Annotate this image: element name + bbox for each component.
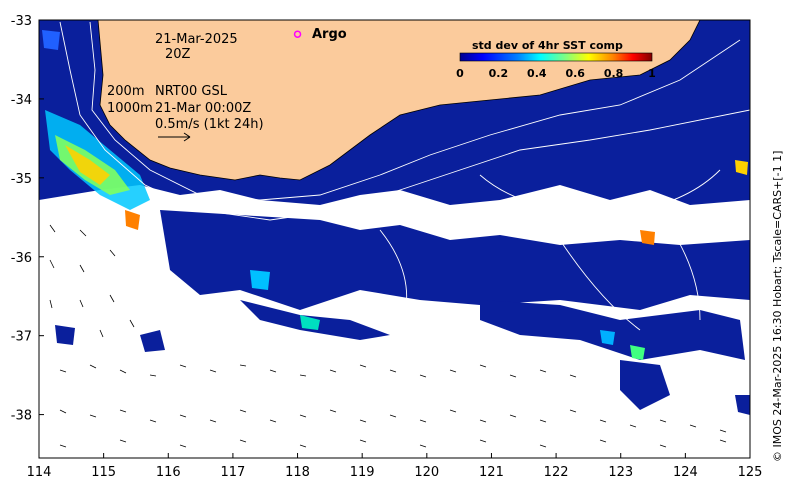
plot-frame — [38, 19, 751, 459]
colorbar-gradient — [459, 52, 653, 62]
colorbar-tick-label: 0.8 — [604, 67, 624, 80]
product-label: NRT00 GSL — [155, 84, 228, 99]
x-tick-label: 114 — [27, 465, 52, 480]
x-tick-label: 117 — [220, 465, 245, 480]
y-tick-label: -35 — [11, 172, 32, 187]
velocity-scale-arrow — [158, 132, 191, 142]
depth-label-1000m: 1000m — [107, 101, 153, 116]
argo-label: Argo — [312, 27, 347, 42]
y-tick-label: -33 — [11, 14, 32, 29]
x-tick-label: 115 — [91, 465, 116, 480]
colorbar-title: std dev of 4hr SST comp — [472, 39, 623, 52]
y-tick-label: -36 — [11, 251, 32, 266]
date-line-2: 20Z — [165, 47, 191, 62]
y-tick-label: -38 — [11, 409, 32, 424]
velocity-scale-label: 0.5m/s (1kt 24h) — [155, 117, 264, 132]
x-tick-label: 116 — [156, 465, 181, 480]
colorbar-tick-label: 0.6 — [565, 67, 585, 80]
date-line-1: 21-Mar-2025 — [155, 32, 238, 47]
y-tick-label: -34 — [11, 93, 32, 108]
sst-variance-patches — [42, 30, 748, 360]
x-tick-label: 122 — [544, 465, 569, 480]
x-tick-label: 120 — [414, 465, 439, 480]
depth-contours — [59, 21, 750, 331]
x-tick-label: 118 — [285, 465, 310, 480]
velocity-arrows — [49, 224, 727, 448]
x-tick-label: 125 — [738, 465, 763, 480]
x-tick-label: 121 — [479, 465, 504, 480]
colorbar-tick-label: 0 — [456, 67, 464, 80]
depth-label-200m: 200m — [107, 84, 144, 99]
x-tick-label: 123 — [608, 465, 633, 480]
y-tick-label: -37 — [11, 330, 32, 345]
product-time: 21-Mar 00:00Z — [155, 101, 251, 116]
colorbar-tick-label: 0.2 — [489, 67, 509, 80]
colorbar-tick-label: 1 — [648, 67, 656, 80]
colorbar-tick-label: 0.4 — [527, 67, 547, 80]
x-tick-label: 119 — [350, 465, 375, 480]
x-tick-label: 124 — [673, 465, 698, 480]
y-axis: -33 -34 -35 -36 -37 -38 — [11, 14, 44, 424]
x-axis: 114 115 116 117 118 119 120 121 122 123 124 125 — [27, 453, 763, 480]
argo-float-marker — [293, 30, 302, 38]
colorbar: std dev of 4hr SST comp 0 0.2 0.4 0.6 0.8 1 — [456, 39, 656, 80]
credit-text: © IMOS 24-Mar-2025 16:30 Hobart; Tscale=… — [771, 151, 784, 462]
